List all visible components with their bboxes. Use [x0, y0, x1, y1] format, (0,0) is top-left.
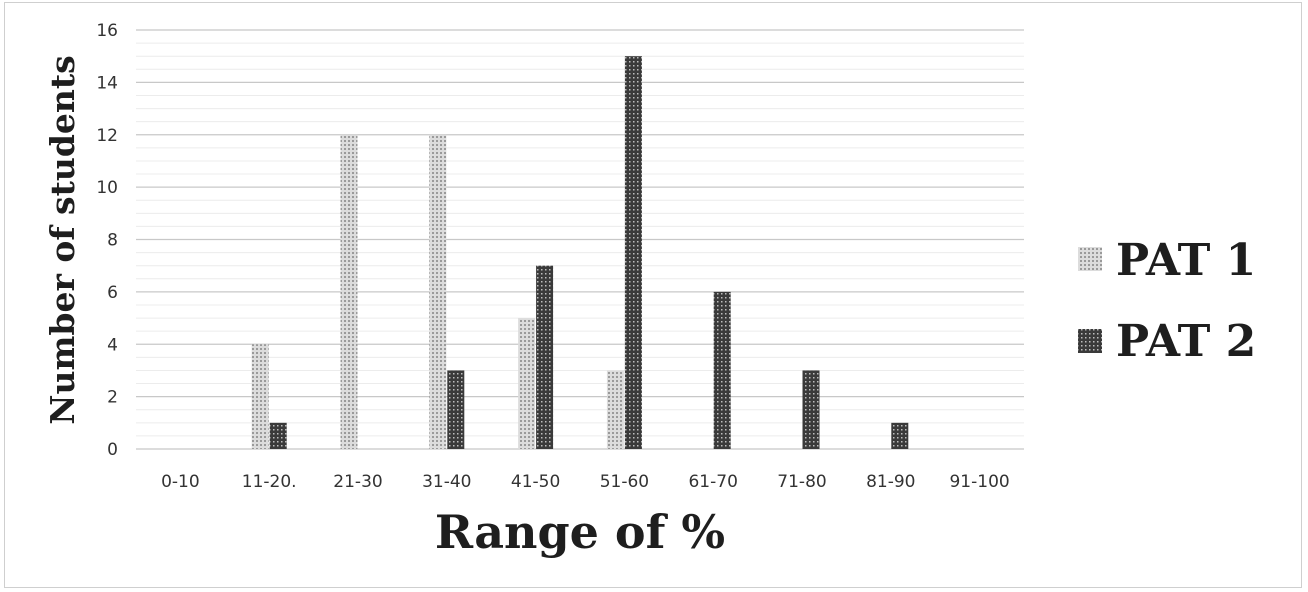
x-tick-label: 81-90 — [866, 472, 915, 492]
x-tick-label: 0-10 — [161, 472, 200, 492]
gridlines — [136, 29, 1024, 450]
y-tick-label: 4 — [107, 335, 118, 355]
y-tick-label: 12 — [96, 126, 118, 146]
bar-pat-1-31-40 — [429, 134, 447, 449]
bar-pat-1-41-50 — [518, 318, 536, 449]
x-tick-label: 31-40 — [422, 472, 471, 492]
y-tick-label: 10 — [96, 178, 118, 198]
legend: PAT 1 PAT 2 — [1078, 235, 1256, 367]
x-axis-ticks: 0-10 11-20. 21-30 31-40 41-50 51-60 61-70 71-80… — [161, 472, 1010, 492]
x-tick-label: 71-80 — [777, 472, 826, 492]
x-tick-label: 61-70 — [688, 472, 737, 492]
x-tick-label: 91-100 — [949, 472, 1009, 492]
bar-pat-1-21-30 — [340, 134, 358, 449]
legend-label-pat-1: PAT 1 — [1116, 235, 1256, 286]
bar-pat-2-41-50 — [536, 265, 554, 449]
bars — [251, 56, 909, 449]
x-axis-title: Range of % — [435, 505, 725, 559]
y-tick-label: 8 — [107, 231, 118, 251]
y-tick-label: 2 — [107, 388, 118, 408]
legend-label-pat-2: PAT 2 — [1116, 316, 1256, 367]
bar-pat-2-61-70 — [713, 291, 731, 449]
y-tick-label: 6 — [107, 283, 118, 303]
legend-swatch-pat-2 — [1078, 329, 1102, 353]
bar-pat-2-51-60 — [624, 56, 642, 449]
bar-pat-2-31-40 — [447, 370, 465, 449]
x-tick-label: 11-20. — [242, 472, 297, 492]
chart-frame — [4, 2, 1302, 588]
y-tick-label: 16 — [96, 21, 118, 41]
bar-pat-2-11-20- — [269, 422, 287, 449]
x-tick-label: 21-30 — [333, 472, 382, 492]
y-axis-title: Number of students — [43, 55, 82, 424]
x-tick-label: 51-60 — [600, 472, 649, 492]
y-axis-ticks: 0 2 4 6 8 10 12 14 16 — [96, 21, 118, 460]
bar-pat-1-51-60 — [606, 370, 624, 449]
bar-pat-2-71-80 — [802, 370, 820, 449]
bar-pat-2-81-90 — [891, 422, 909, 449]
bar-pat-1-11-20- — [251, 344, 269, 449]
y-tick-label: 0 — [107, 440, 118, 460]
x-tick-label: 41-50 — [511, 472, 560, 492]
y-tick-label: 14 — [96, 73, 118, 93]
legend-swatch-pat-1 — [1078, 247, 1102, 271]
